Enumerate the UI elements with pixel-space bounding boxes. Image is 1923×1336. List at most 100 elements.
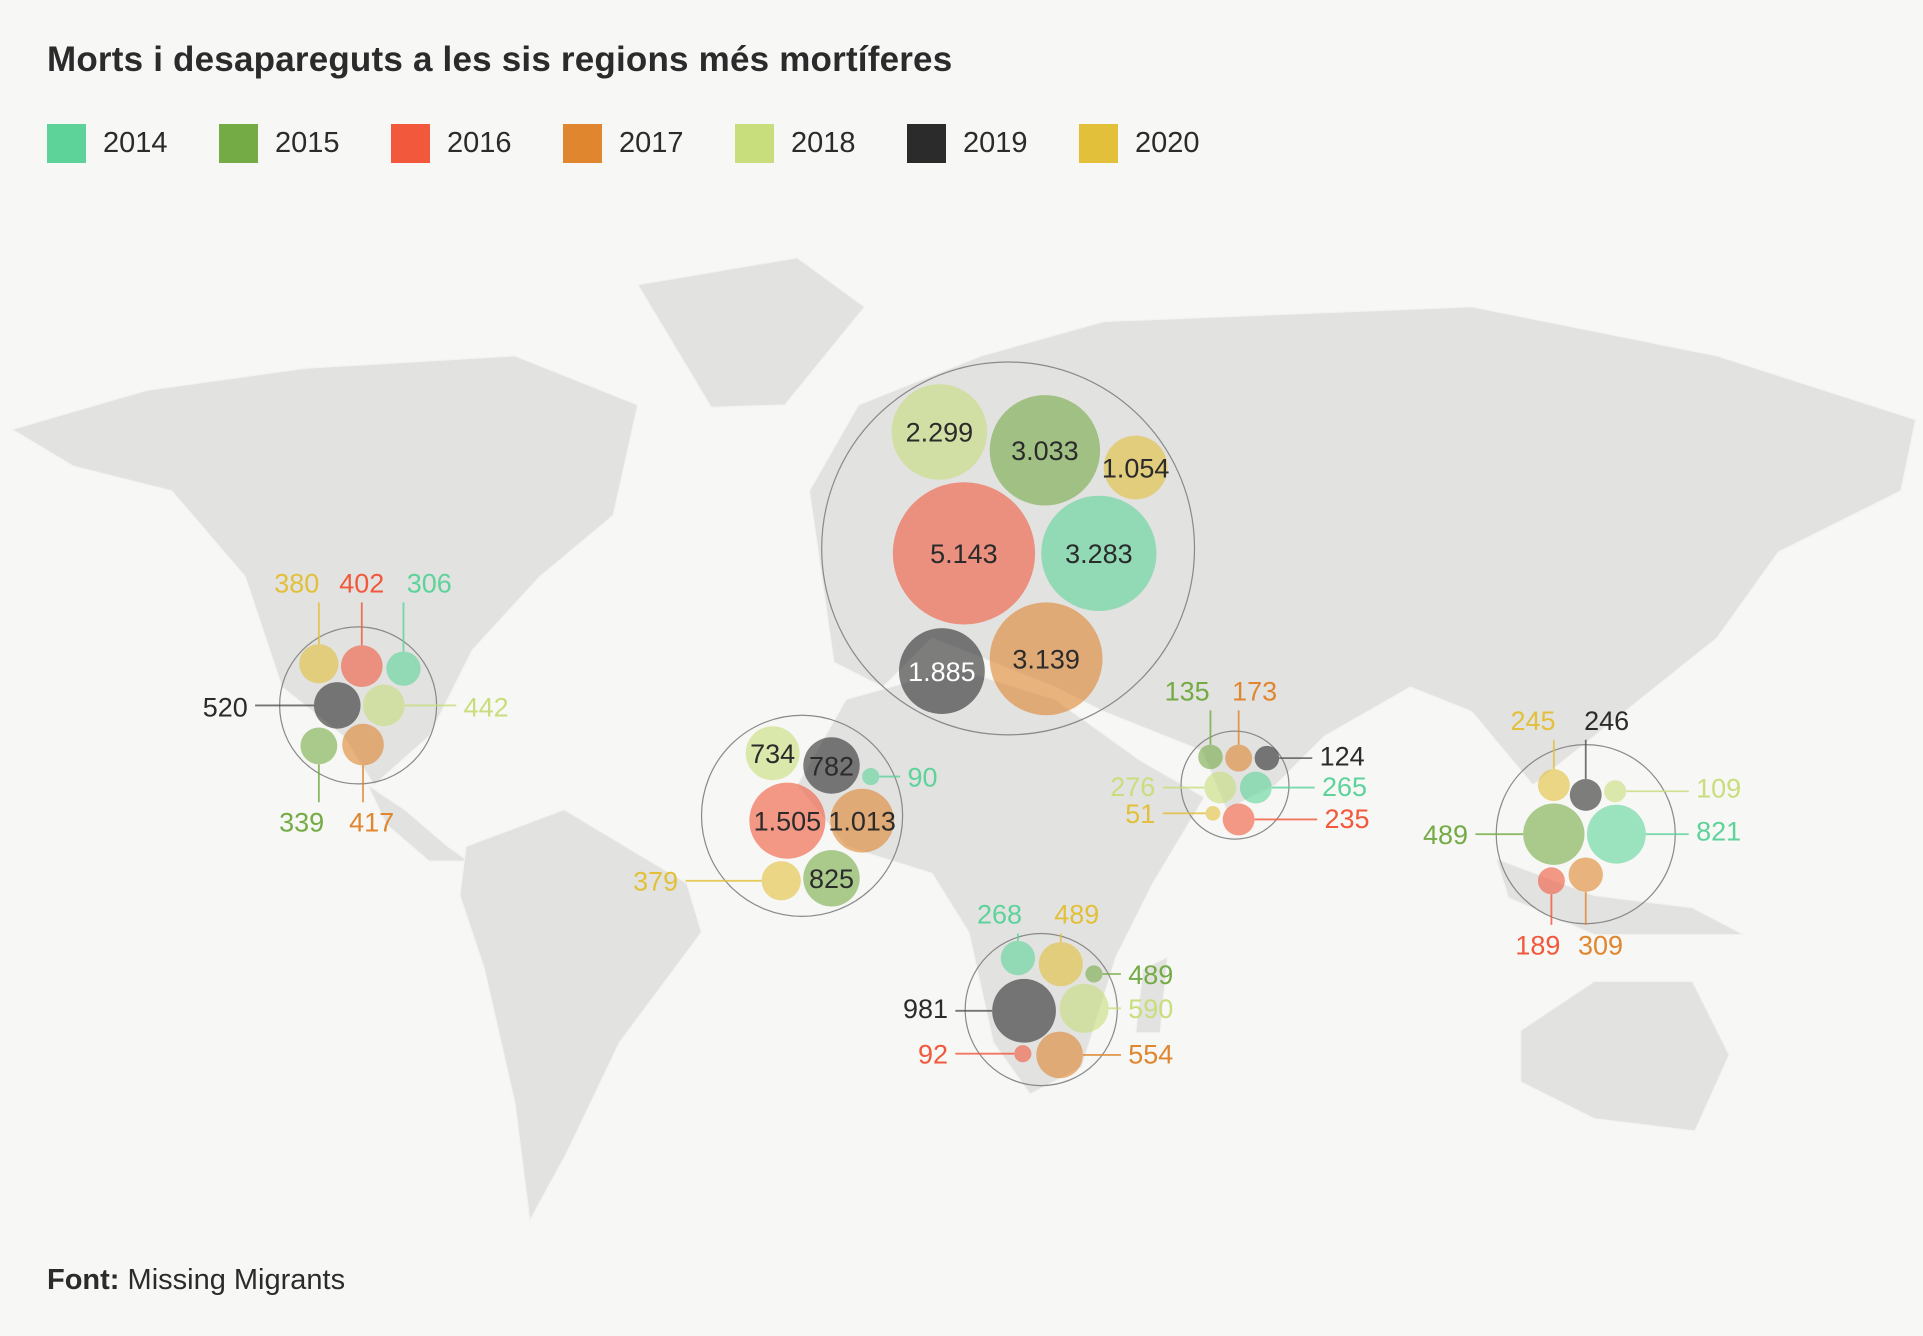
bubble-2015 <box>1085 965 1103 983</box>
bubble-2016 <box>749 782 826 859</box>
bubble-2020 <box>1103 435 1168 500</box>
bubble-value-2015: 135 <box>1165 676 1210 706</box>
legend-item-2015: 2015 <box>219 124 391 163</box>
region-west-africa: 734 782 90 1.505 1.013 379 825 <box>633 714 938 917</box>
bubble-value-2016: 402 <box>339 569 384 599</box>
bubble-2020 <box>1038 942 1083 987</box>
bubble-value-2020: 380 <box>274 569 319 599</box>
legend-label: 2016 <box>447 127 512 159</box>
indonesia <box>1495 857 1745 936</box>
bubble-2016 <box>340 645 383 688</box>
legend-label: 2014 <box>103 127 168 159</box>
bubble-value-2017: 173 <box>1232 676 1277 706</box>
bubble-2017 <box>989 602 1103 716</box>
bubble-2015 <box>989 395 1101 506</box>
legend-swatch <box>735 124 774 163</box>
legend-item-2016: 2016 <box>391 124 563 163</box>
bubble-2018 <box>1204 771 1237 804</box>
bubble-2017 <box>1568 857 1603 892</box>
greenland <box>636 257 866 409</box>
region-outline <box>1180 730 1290 840</box>
bubble-2014 <box>1239 771 1272 804</box>
bubble-value-2019: 981 <box>903 994 948 1024</box>
bubble-2018 <box>1604 780 1627 803</box>
region-outline <box>821 361 1196 736</box>
legend-item-2020: 2020 <box>1079 124 1251 163</box>
bubble-2015 <box>300 727 338 765</box>
legend: 2014 2015 2016 2017 2018 2019 2020 <box>47 124 1251 163</box>
bubble-2015 <box>1198 744 1223 770</box>
bubble-2019 <box>803 737 860 794</box>
bubble-2017 <box>1225 744 1253 772</box>
bubble-2016 <box>1222 803 1255 836</box>
bubble-value-2016: 235 <box>1325 804 1370 834</box>
bubble-value-2019: 124 <box>1320 741 1365 771</box>
bubble-value-2016: 189 <box>1515 930 1560 960</box>
south-america <box>459 808 703 1223</box>
legend-swatch <box>563 124 602 163</box>
bubble-value-2018: 276 <box>1110 772 1155 802</box>
bubble-value-2018: 734 <box>750 739 795 769</box>
legend-label: 2017 <box>619 127 684 159</box>
bubble-value-2019: 782 <box>809 751 854 781</box>
bubble-value-2016: 5.143 <box>930 539 998 569</box>
bubble-value-2017: 417 <box>349 808 394 838</box>
bubble-2020 <box>299 644 339 684</box>
region-mediterranean: 2.299 3.033 1.054 5.143 3.283 1.885 3.139 <box>821 361 1196 736</box>
chart-title: Morts i desapareguts a les sis regions m… <box>47 40 953 79</box>
bubble-2018 <box>1059 983 1109 1033</box>
bubble-2019 <box>1569 778 1602 811</box>
bubble-2015 <box>1523 803 1585 865</box>
bubble-value-2014: 90 <box>908 762 938 792</box>
bubble-value-2017: 1.013 <box>828 806 896 836</box>
bubble-2018 <box>363 684 405 727</box>
bubble-value-2016: 92 <box>918 1040 948 1070</box>
australia <box>1520 980 1730 1132</box>
bubble-value-2017: 554 <box>1128 1040 1173 1070</box>
bubble-value-2014: 306 <box>407 569 452 599</box>
bubble-value-2018: 442 <box>464 692 509 722</box>
bubble-2020 <box>1205 805 1221 821</box>
region-south-asia: 135 173 124 276 265 51 235 <box>1110 676 1370 840</box>
legend-swatch <box>1079 124 1118 163</box>
bubble-value-2020: 51 <box>1125 799 1155 829</box>
bubble-2020 <box>1537 769 1570 802</box>
bubble-2014 <box>1041 495 1157 611</box>
legend-label: 2019 <box>963 127 1028 159</box>
bubble-2017 <box>1036 1031 1083 1079</box>
bubble-value-2014: 268 <box>977 900 1022 930</box>
bubble-value-2015: 3.033 <box>1011 436 1078 466</box>
legend-item-2017: 2017 <box>563 124 735 163</box>
bubble-2019 <box>313 682 361 729</box>
bubble-2015 <box>803 850 860 907</box>
bubble-2014 <box>386 651 421 686</box>
bubble-value-2015: 339 <box>279 808 324 838</box>
legend-item-2019: 2019 <box>907 124 1079 163</box>
bubble-2018 <box>745 726 800 781</box>
bubble-2014 <box>862 767 880 786</box>
bubble-2014 <box>1000 940 1036 976</box>
bubble-value-2015: 489 <box>1128 960 1173 990</box>
legend-swatch <box>219 124 258 163</box>
bubble-2020 <box>761 861 801 901</box>
bubble-value-2020: 489 <box>1054 900 1099 930</box>
bubble-value-2014: 821 <box>1696 816 1741 846</box>
bubble-2014 <box>1586 804 1646 864</box>
north-america <box>10 355 639 787</box>
legend-item-2018: 2018 <box>735 124 907 163</box>
bubble-value-2017: 3.139 <box>1012 645 1080 675</box>
bubble-value-2015: 489 <box>1423 820 1468 850</box>
source-label: Font: <box>47 1264 120 1296</box>
bubble-2017 <box>830 788 895 853</box>
bubble-2018 <box>891 384 988 480</box>
region-southern-africa: 268 489 489 981 590 92 554 <box>903 900 1173 1087</box>
bubble-value-2016: 1.505 <box>754 806 822 836</box>
region-outline <box>700 714 904 917</box>
bubble-value-2020: 379 <box>633 867 678 897</box>
region-us-mexico: 380 402 306 520 442 339 417 <box>203 569 509 838</box>
region-bubbles: 380 402 306 520 442 339 417 2.299 3.033 1.054 5.14… <box>203 361 1741 1087</box>
madagascar <box>1134 955 1169 1034</box>
source-note: Font: Missing Migrants <box>47 1264 345 1297</box>
africa <box>796 667 1206 1095</box>
